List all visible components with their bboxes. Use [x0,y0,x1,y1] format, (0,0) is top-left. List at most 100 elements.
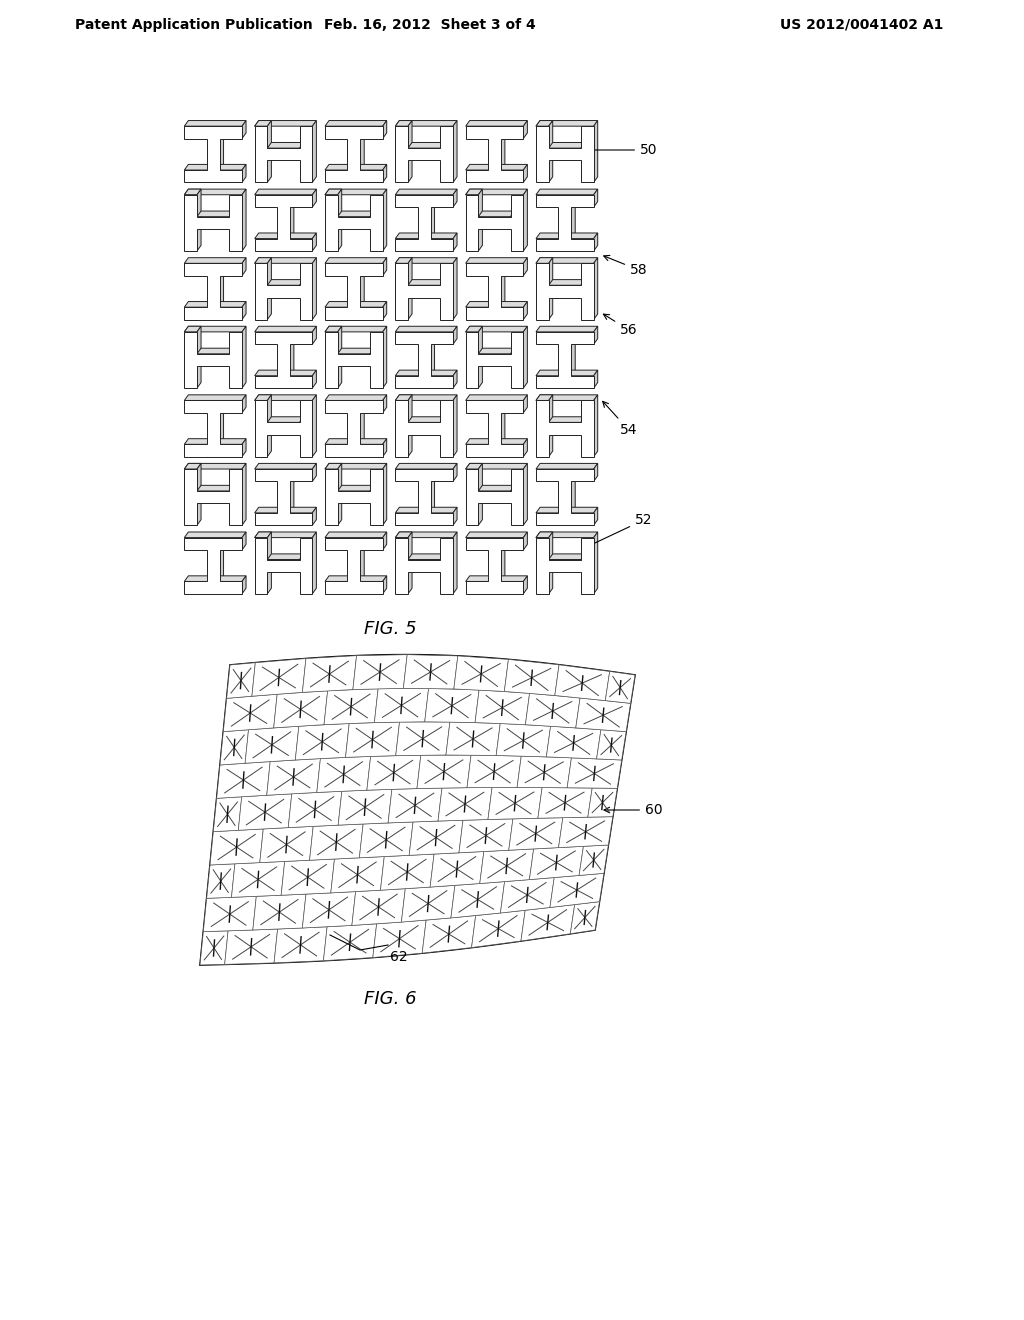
Polygon shape [184,189,246,195]
Polygon shape [312,257,316,319]
Polygon shape [549,417,585,422]
Polygon shape [536,395,598,400]
Polygon shape [325,326,387,331]
Polygon shape [517,756,571,788]
Polygon shape [536,463,598,469]
Polygon shape [255,263,312,319]
Polygon shape [536,127,594,182]
Polygon shape [395,263,453,319]
Polygon shape [255,120,316,127]
Polygon shape [511,211,515,230]
Text: 62: 62 [390,950,408,964]
Polygon shape [325,463,342,469]
Polygon shape [395,195,453,251]
Polygon shape [312,120,316,182]
Polygon shape [383,189,387,251]
Polygon shape [453,120,457,182]
Polygon shape [594,189,598,207]
Polygon shape [408,417,444,422]
Polygon shape [523,301,527,319]
Polygon shape [338,326,342,388]
Polygon shape [395,463,457,469]
Polygon shape [594,463,598,482]
Polygon shape [331,857,384,892]
Polygon shape [395,469,453,525]
Polygon shape [370,348,374,366]
Polygon shape [184,463,201,469]
Polygon shape [255,537,312,594]
Polygon shape [325,257,387,263]
Polygon shape [459,818,513,853]
Polygon shape [184,331,242,388]
Text: Patent Application Publication: Patent Application Publication [75,18,312,32]
Polygon shape [383,120,387,139]
Polygon shape [438,788,493,821]
Polygon shape [594,532,598,594]
Polygon shape [184,438,246,445]
Polygon shape [219,544,223,581]
Polygon shape [370,211,374,230]
Polygon shape [549,257,553,319]
Polygon shape [536,257,598,263]
Polygon shape [466,165,527,170]
Polygon shape [440,280,444,297]
Polygon shape [408,395,412,457]
Text: 60: 60 [604,803,663,817]
Polygon shape [353,655,408,689]
Polygon shape [453,257,457,319]
Polygon shape [255,469,312,525]
Polygon shape [466,400,523,457]
Polygon shape [255,195,312,251]
Polygon shape [523,120,527,139]
Polygon shape [255,257,316,263]
Polygon shape [255,507,316,513]
Polygon shape [219,133,223,170]
Polygon shape [453,395,457,457]
Polygon shape [536,395,553,400]
Polygon shape [425,689,479,722]
Polygon shape [197,348,233,354]
Polygon shape [547,726,601,759]
Polygon shape [497,723,551,756]
Polygon shape [555,665,609,701]
Polygon shape [571,475,575,513]
Polygon shape [594,370,598,388]
Polygon shape [536,189,598,195]
Polygon shape [252,659,306,696]
Polygon shape [200,655,635,965]
Polygon shape [523,463,527,525]
Polygon shape [255,331,312,388]
Polygon shape [184,537,242,594]
Polygon shape [467,755,521,788]
Polygon shape [579,845,608,875]
Polygon shape [454,656,509,692]
Polygon shape [408,554,444,560]
Polygon shape [242,438,246,457]
Polygon shape [488,788,542,820]
Polygon shape [312,463,316,482]
Polygon shape [229,486,233,503]
Text: 52: 52 [584,513,652,548]
Polygon shape [359,822,413,858]
Polygon shape [274,927,327,962]
Polygon shape [295,723,349,760]
Polygon shape [571,339,575,376]
Text: Feb. 16, 2012  Sheet 3 of 4: Feb. 16, 2012 Sheet 3 of 4 [325,18,536,32]
Polygon shape [184,165,246,170]
Polygon shape [511,348,515,366]
Polygon shape [290,339,294,376]
Polygon shape [184,469,242,525]
Polygon shape [184,463,246,469]
Polygon shape [267,554,304,560]
Polygon shape [255,127,312,182]
Polygon shape [594,395,598,457]
Polygon shape [505,660,559,696]
Polygon shape [273,690,328,727]
Polygon shape [466,301,527,308]
Polygon shape [395,395,457,400]
Polygon shape [219,407,223,445]
Polygon shape [408,143,444,148]
Text: 56: 56 [603,314,638,337]
Polygon shape [466,438,527,445]
Polygon shape [536,532,598,537]
